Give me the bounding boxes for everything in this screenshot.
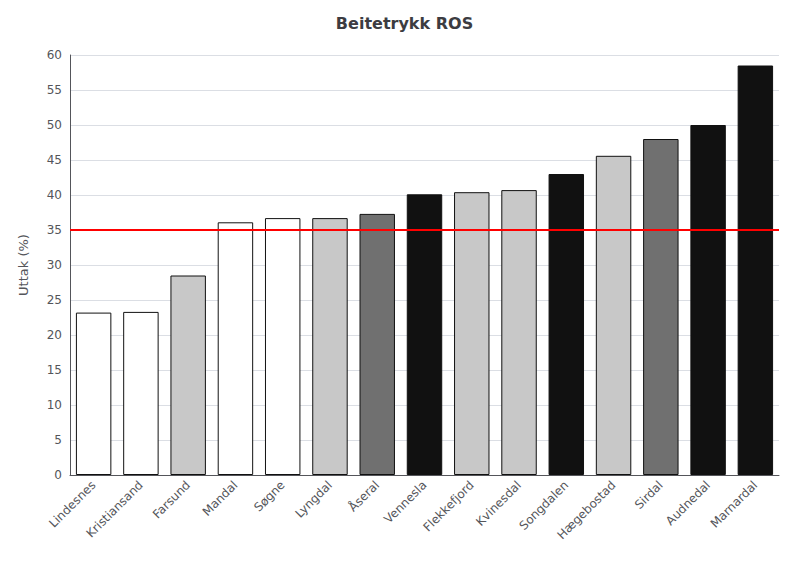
svg-text:Flekkefjord: Flekkefjord bbox=[420, 478, 476, 534]
svg-text:40: 40 bbox=[47, 188, 62, 202]
svg-text:0: 0 bbox=[54, 468, 62, 482]
svg-text:Songdalen: Songdalen bbox=[516, 478, 572, 533]
svg-text:35: 35 bbox=[47, 223, 62, 237]
svg-text:20: 20 bbox=[47, 328, 62, 342]
svg-text:5: 5 bbox=[54, 433, 62, 447]
svg-text:Audnedal: Audnedal bbox=[663, 478, 713, 528]
svg-text:Farsund: Farsund bbox=[150, 478, 193, 521]
svg-text:Uttak (%): Uttak (%) bbox=[16, 234, 31, 296]
svg-text:Marnardal: Marnardal bbox=[708, 478, 761, 531]
svg-text:Kvinesdal: Kvinesdal bbox=[473, 478, 524, 529]
svg-text:Åseral: Åseral bbox=[345, 477, 382, 514]
svg-text:Kristiansand: Kristiansand bbox=[84, 478, 146, 540]
svg-text:45: 45 bbox=[47, 153, 62, 167]
svg-text:Lindesnes: Lindesnes bbox=[46, 478, 99, 531]
svg-text:Beitetrykk ROS: Beitetrykk ROS bbox=[336, 14, 473, 33]
svg-text:Søgne: Søgne bbox=[251, 478, 287, 514]
svg-text:10: 10 bbox=[47, 398, 62, 412]
svg-text:Hægebostad: Hægebostad bbox=[554, 478, 618, 542]
svg-text:Mandal: Mandal bbox=[200, 478, 241, 519]
svg-text:Vennesla: Vennesla bbox=[381, 478, 429, 526]
svg-text:30: 30 bbox=[47, 258, 62, 272]
svg-text:15: 15 bbox=[47, 363, 62, 377]
svg-text:60: 60 bbox=[47, 48, 62, 62]
svg-text:55: 55 bbox=[47, 83, 62, 97]
svg-text:50: 50 bbox=[47, 118, 62, 132]
svg-text:Sirdal: Sirdal bbox=[632, 478, 666, 512]
svg-text:Lyngdal: Lyngdal bbox=[292, 478, 335, 521]
svg-text:25: 25 bbox=[47, 293, 62, 307]
